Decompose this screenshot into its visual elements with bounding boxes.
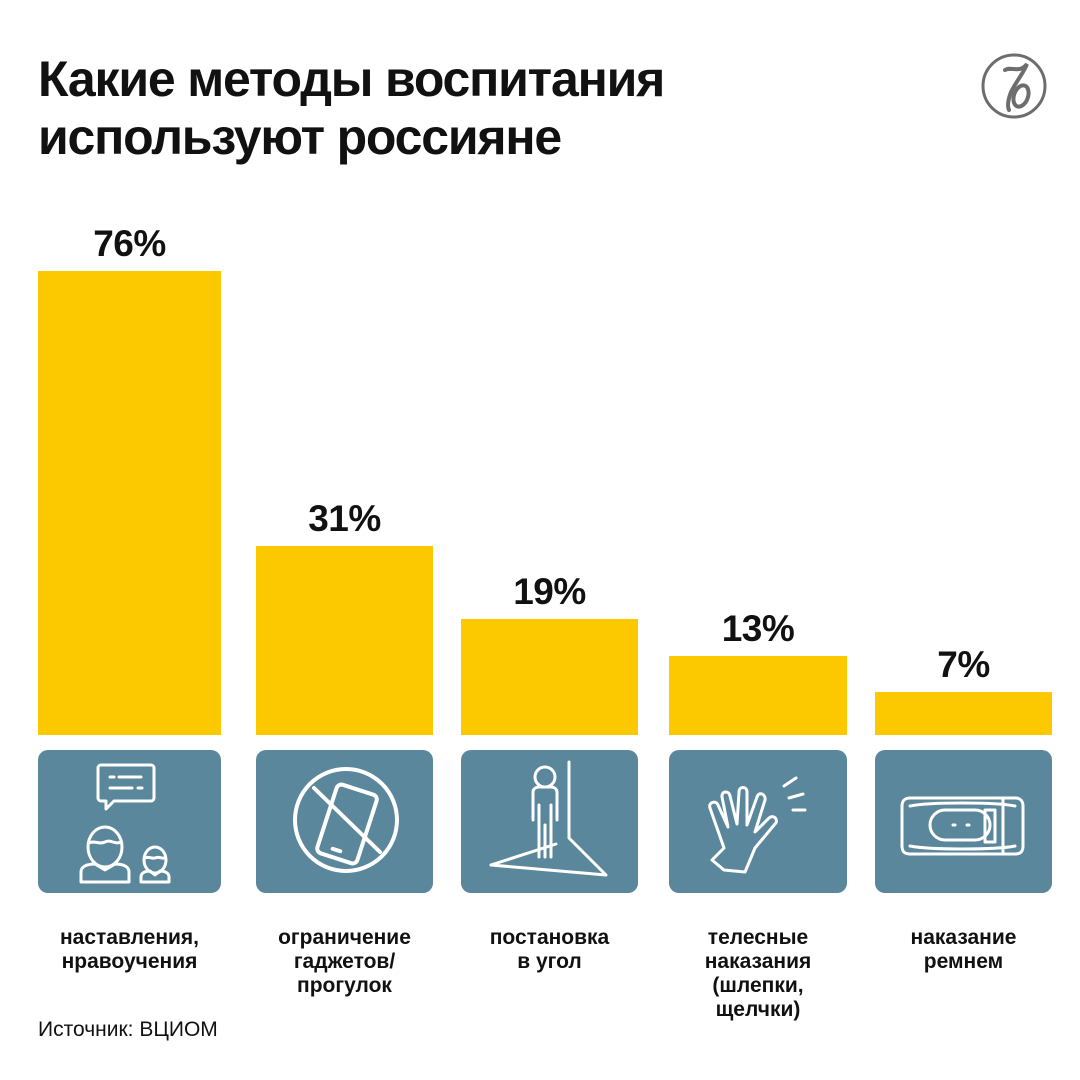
category-label-5: наказание ремнем	[865, 926, 1062, 974]
category-label-4: телесные наказания (шлепки, щелчки)	[659, 926, 857, 1022]
value-label-2: 31%	[308, 497, 381, 539]
category-label-2: ограничение гаджетов/прогулок	[246, 926, 443, 998]
bar-2	[256, 545, 433, 735]
chart-title: Какие методы воспитания используют росси…	[38, 50, 665, 166]
category-label-line: в угол	[517, 950, 582, 973]
icon-box-1	[38, 750, 221, 893]
category-label-line: гаджетов/	[293, 950, 396, 973]
belt-icon	[900, 796, 1025, 856]
bar-1	[38, 271, 221, 735]
value-label-5: 7%	[937, 644, 990, 686]
category-label-3: постановка в угол	[451, 926, 648, 974]
category-label-line: прогулок	[297, 974, 392, 997]
category-label-line: наказание	[910, 926, 1017, 949]
category-label-line: постановка	[489, 926, 610, 949]
icon-box-2	[256, 750, 433, 893]
parent-child-talk-icon	[79, 763, 171, 884]
category-label-1: наставления, нравоучения	[28, 926, 231, 974]
category-label-line: (шлепки,	[712, 974, 804, 997]
bar-4	[669, 655, 847, 735]
no-phone-icon	[293, 767, 399, 873]
title-line-1: Какие методы воспитания	[38, 51, 665, 107]
category-label-line: телесные	[707, 926, 809, 949]
category-label-line: наставления,	[59, 926, 200, 949]
icon-box-3	[461, 750, 638, 893]
value-label-1: 76%	[93, 223, 166, 264]
title-line-2: используют россияне	[38, 109, 562, 165]
corner-standing-icon	[489, 760, 608, 877]
source-note: Источник: ВЦИОМ	[38, 1018, 218, 1041]
category-label-line: щелчки)	[715, 998, 801, 1021]
slapping-hand-icon	[708, 776, 807, 874]
icon-box-5	[875, 750, 1052, 893]
category-label-line: наказания	[704, 950, 812, 973]
value-label-3: 19%	[513, 571, 586, 612]
icon-box-4	[669, 750, 847, 893]
category-label-line: ремнем	[923, 950, 1004, 973]
value-label-4: 13%	[721, 607, 795, 649]
publisher-logo-icon	[981, 53, 1047, 119]
bar-5	[875, 692, 1052, 735]
bar-3	[461, 619, 638, 735]
category-label-line: нравоучения	[61, 950, 198, 973]
category-label-line: ограничение	[278, 926, 411, 949]
